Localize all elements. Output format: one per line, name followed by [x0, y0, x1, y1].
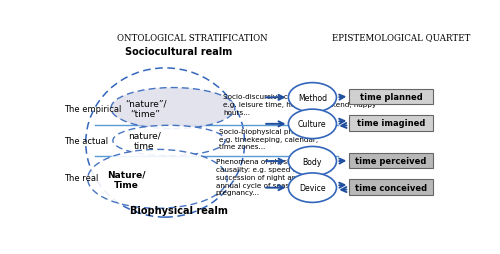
- Text: Phenomena of physicality and
causality: e.g. speed of light,
succession of night: Phenomena of physicality and causality: …: [216, 159, 324, 196]
- Text: Biophysical realm: Biophysical realm: [130, 205, 228, 215]
- Text: Method: Method: [298, 93, 327, 102]
- Ellipse shape: [288, 110, 337, 139]
- Text: The empirical: The empirical: [64, 104, 122, 113]
- Text: time perceived: time perceived: [355, 156, 426, 165]
- Text: Nature/
Time: Nature/ Time: [108, 169, 146, 189]
- Text: Sociocultural realm: Sociocultural realm: [125, 47, 232, 57]
- Text: time conceived: time conceived: [355, 183, 427, 192]
- Text: Body: Body: [302, 157, 322, 166]
- Text: EPISTEMOLOGICAL QUARTET: EPISTEMOLOGICAL QUARTET: [332, 34, 471, 42]
- Text: The real: The real: [64, 174, 99, 183]
- Ellipse shape: [88, 150, 227, 209]
- Text: “nature”/
“time”: “nature”/ “time”: [125, 99, 166, 118]
- Ellipse shape: [288, 83, 337, 113]
- Ellipse shape: [288, 147, 337, 176]
- Text: time imagined: time imagined: [356, 119, 425, 128]
- Ellipse shape: [111, 88, 235, 129]
- Ellipse shape: [113, 126, 225, 156]
- Text: Device: Device: [299, 183, 326, 192]
- FancyBboxPatch shape: [349, 180, 432, 195]
- Text: time planned: time planned: [360, 92, 422, 101]
- FancyBboxPatch shape: [349, 153, 432, 169]
- Text: Socio-biophysical phenomena:
e.g. timekeeping, calendar,
time zones...: Socio-biophysical phenomena: e.g. timeke…: [220, 128, 330, 150]
- Text: The actual: The actual: [64, 136, 108, 146]
- Text: ONTOLOGICAL STRATIFICATION: ONTOLOGICAL STRATIFICATION: [117, 34, 268, 42]
- FancyBboxPatch shape: [349, 89, 432, 105]
- Text: Culture: Culture: [298, 120, 327, 129]
- Text: Socio-discursive constructions:
e.g. leisure time, holiday, weekend, happy
hours: Socio-discursive constructions: e.g. lei…: [224, 94, 376, 116]
- Ellipse shape: [288, 173, 337, 203]
- FancyBboxPatch shape: [349, 116, 432, 131]
- Text: nature/
time: nature/ time: [128, 131, 160, 151]
